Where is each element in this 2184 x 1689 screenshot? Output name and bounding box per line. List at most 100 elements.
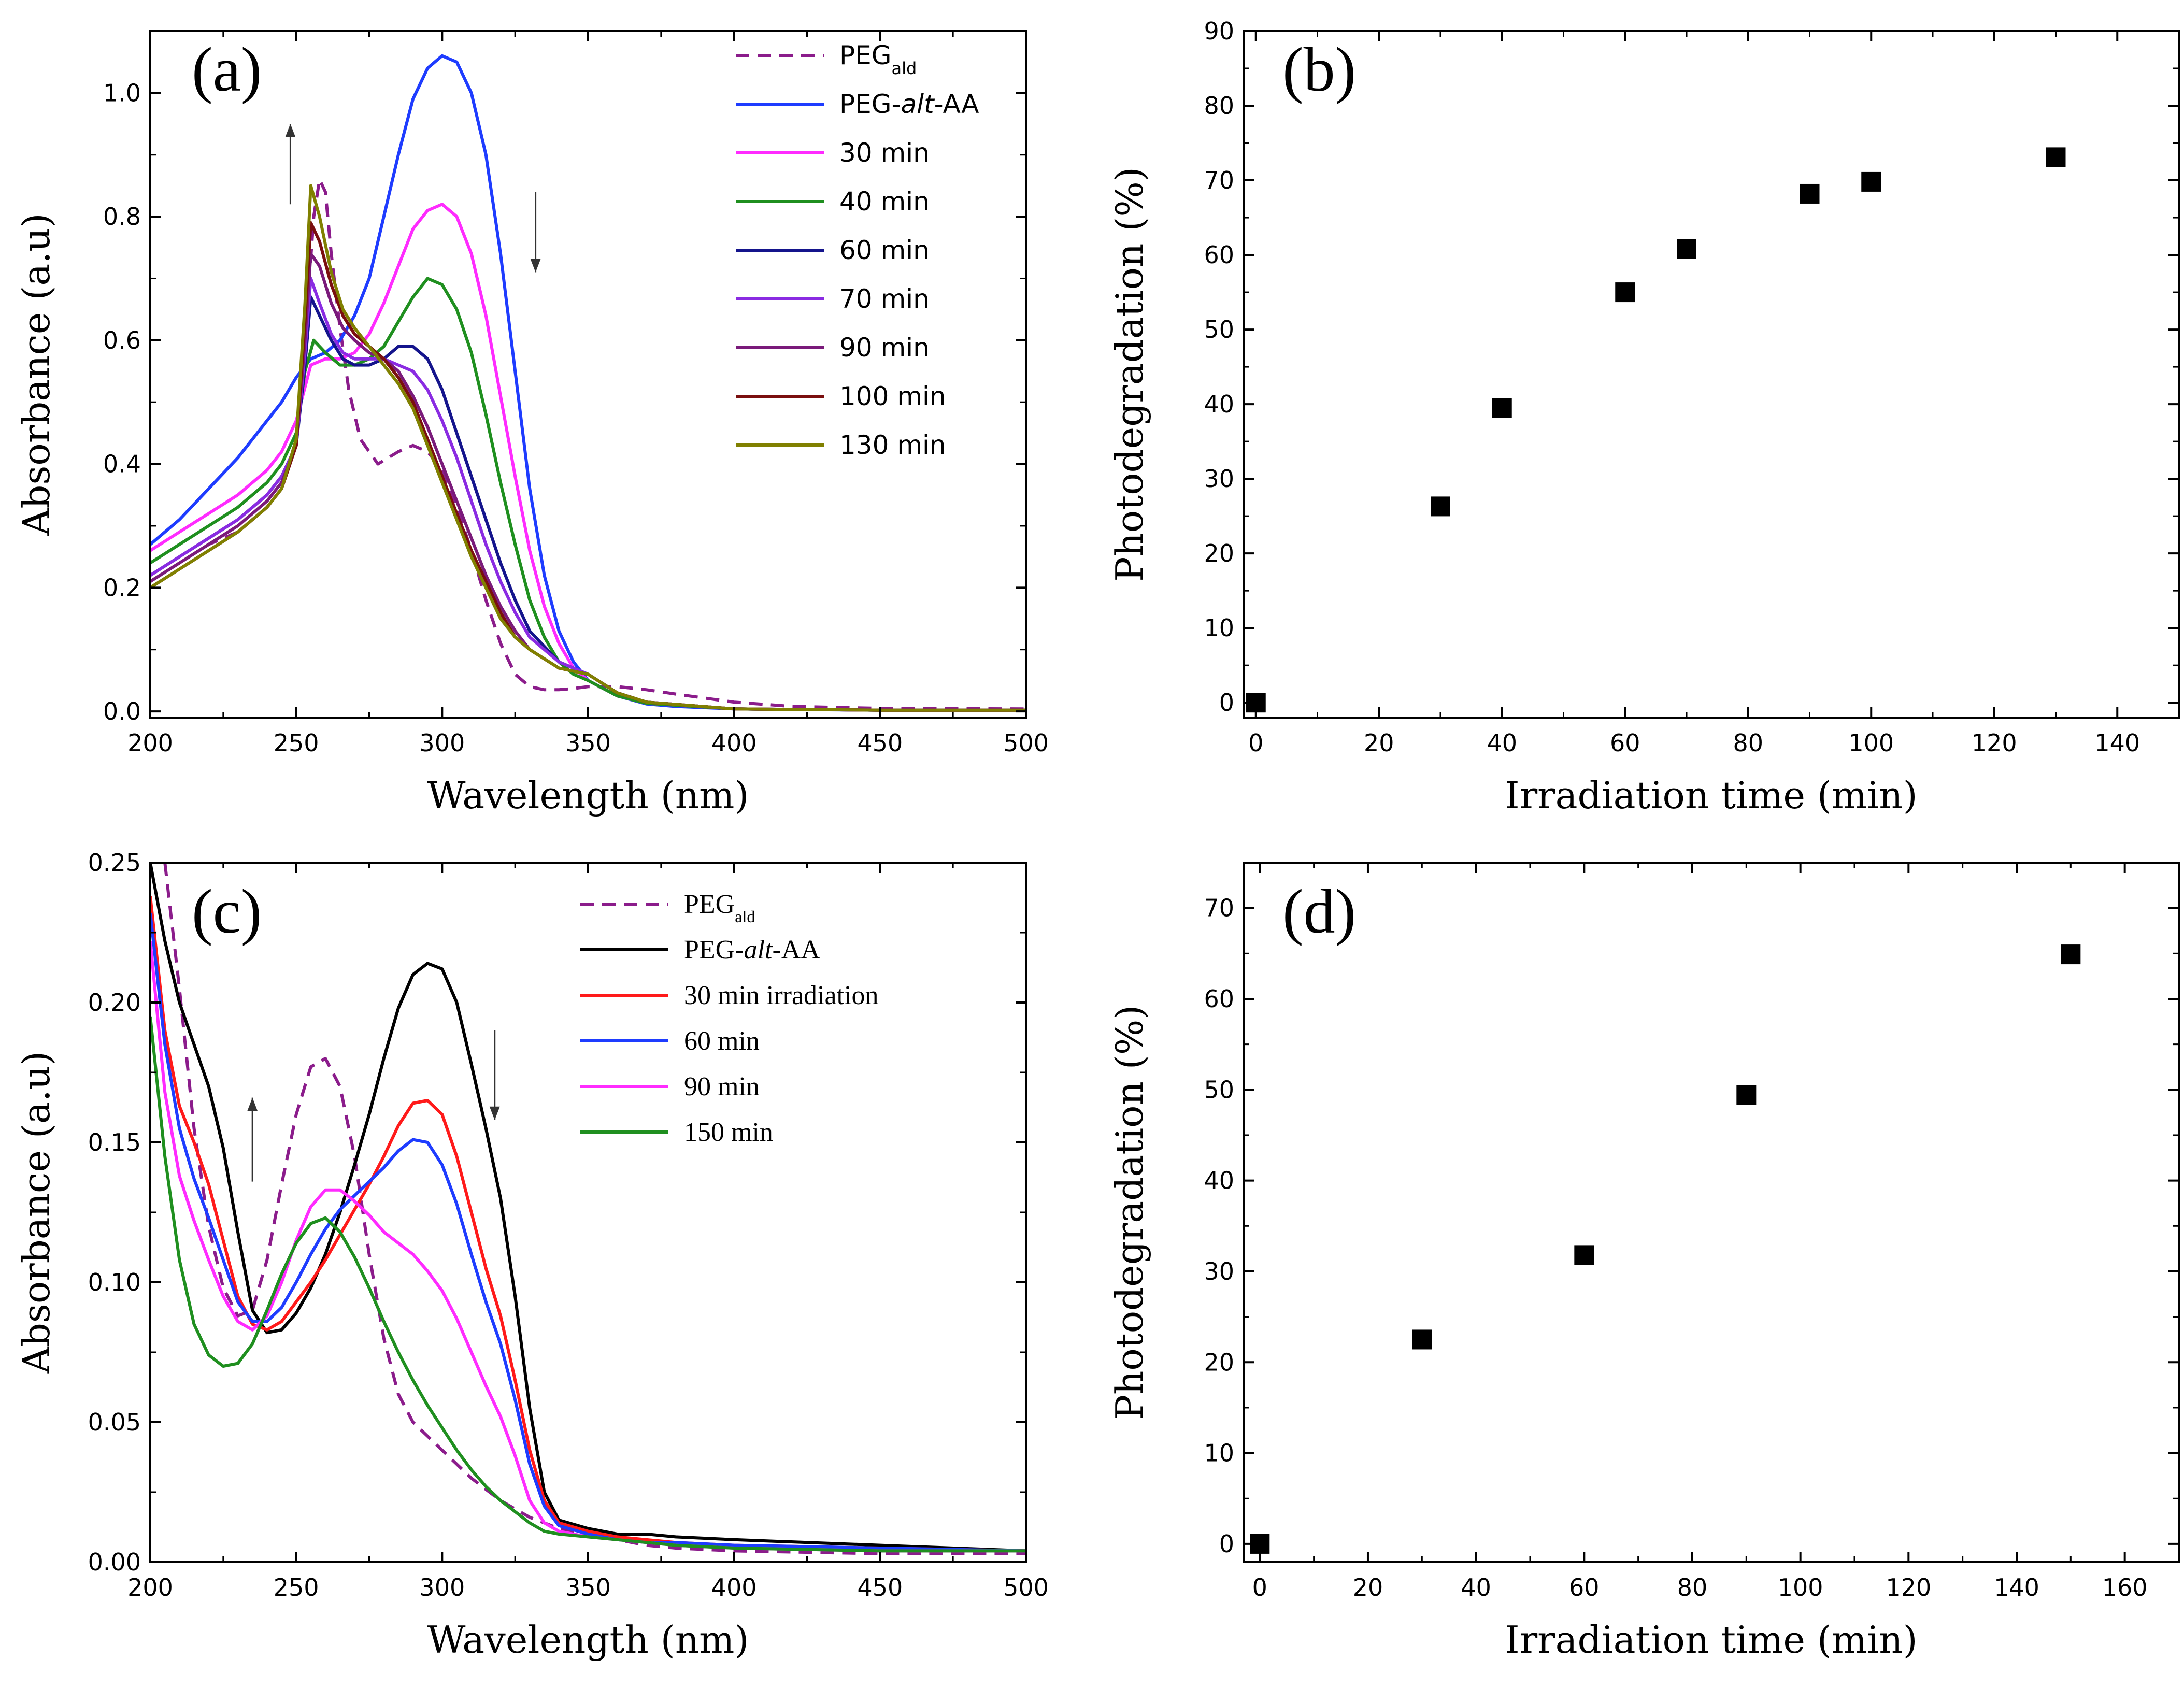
- series-line-5: [150, 1016, 1026, 1553]
- trend-arrow-head: [489, 1106, 500, 1120]
- legend-label-5: 150 min: [684, 1118, 773, 1147]
- y-tick-label: 60: [1204, 985, 1234, 1013]
- x-axis-title: Irradiation time (min): [1505, 1618, 1917, 1662]
- series-line-4: [150, 940, 1026, 1553]
- x-axis-title: Wavelength (nm): [427, 1618, 749, 1662]
- x-tick-label: 400: [711, 729, 757, 757]
- y-tick-label: 30: [1204, 465, 1234, 493]
- trend-arrow-head: [247, 1097, 258, 1111]
- panel-label: (c): [192, 877, 262, 947]
- panel-a-chart: 200 250 300 350 400 450 500 0.0 0.2 0.4 0.6 0.8 1.0 W…: [15, 30, 1049, 817]
- x-axis-title: Wavelength (nm): [427, 774, 749, 817]
- y-tick-label: 0.00: [88, 1548, 141, 1576]
- y-tick-label: 70: [1204, 166, 1234, 194]
- data-point: [1246, 693, 1266, 713]
- series-lines: [150, 863, 1026, 1555]
- x-tick-label: 250: [274, 729, 319, 757]
- y-axis-title: Absorbance (a.u): [15, 213, 58, 536]
- x-tick-label: 250: [274, 1573, 319, 1601]
- y-tick-label: 0.4: [103, 450, 141, 478]
- x-tick-label: 350: [565, 1573, 611, 1601]
- legend-label-3: 60 min: [684, 1026, 760, 1056]
- data-point: [2061, 944, 2081, 965]
- panel-b-chart: 0 20 40 60 80 100 120 140 0 10 20 30 40 50 60 70 80 90 Irr…: [1108, 17, 2180, 817]
- x-tick-label: 160: [2102, 1573, 2148, 1601]
- y-tick-label: 0.6: [103, 326, 141, 354]
- legend: PEGald PEG-alt-AA 30 min 40 min 60 min 70 min…: [736, 40, 979, 460]
- legend-label-0: PEGald: [684, 890, 755, 926]
- x-tick-label: 200: [127, 729, 173, 757]
- x-tick-label: 450: [857, 1573, 903, 1601]
- y-tick-label: 0.20: [88, 989, 141, 1017]
- data-point: [1861, 171, 1881, 192]
- panel-label: (d): [1282, 877, 1356, 947]
- panel-label: (b): [1282, 35, 1356, 105]
- data-point: [1492, 398, 1512, 418]
- panel-label: (a): [192, 35, 262, 105]
- x-tick-label: 300: [419, 1573, 465, 1601]
- y-tick-label: 0.8: [103, 203, 141, 231]
- x-tick-label: 100: [1778, 1573, 1823, 1601]
- legend-label-1: PEG-alt-AA: [839, 89, 979, 119]
- series-line-0: [163, 863, 1026, 1555]
- x-tick-label: 500: [1003, 729, 1049, 757]
- x-tick-label: 350: [565, 729, 611, 757]
- x-tick-label: 40: [1461, 1573, 1491, 1601]
- legend-label-6: 90 min: [839, 333, 930, 363]
- x-tick-label: 300: [419, 729, 465, 757]
- x-tick-label: 140: [1994, 1573, 2039, 1601]
- y-tick-label: 0.15: [88, 1128, 141, 1156]
- legend: PEGald PEG-alt-AA 30 min irradiation 60 min…: [580, 890, 878, 1147]
- data-point: [1574, 1245, 1594, 1265]
- x-tick-label: 40: [1487, 729, 1517, 757]
- y-tick-label: 0.2: [103, 574, 141, 602]
- y-axis-title: Photodegradation (%): [1108, 1005, 1151, 1420]
- panel-c-chart: 200 250 300 350 400 450 500 0.00 0.05 0.10 0.15 0.2…: [15, 849, 1049, 1662]
- x-tick-label: 60: [1569, 1573, 1600, 1601]
- y-tick-label: 1.0: [103, 79, 141, 107]
- legend-label-4: 90 min: [684, 1072, 760, 1101]
- x-tick-label: 100: [1848, 729, 1894, 757]
- y-tick-label: 0: [1219, 689, 1234, 717]
- data-point: [1431, 496, 1450, 517]
- series-line-1: [150, 863, 1026, 1553]
- y-tick-label: 50: [1204, 316, 1234, 343]
- y-tick-label: 0: [1219, 1530, 1234, 1558]
- y-tick-label: 30: [1204, 1257, 1234, 1285]
- series-line-3: [150, 277, 1026, 712]
- x-tick-label: 140: [2094, 729, 2140, 757]
- y-tick-label: 0.25: [88, 849, 141, 877]
- legend-label-4: 60 min: [839, 235, 930, 265]
- y-tick-label: 0.10: [88, 1268, 141, 1296]
- legend-label-3: 40 min: [839, 187, 930, 217]
- data-point: [1736, 1085, 1757, 1105]
- y-tick-label: 40: [1204, 1167, 1234, 1195]
- series-line-6: [150, 252, 1026, 712]
- x-tick-label: 80: [1733, 729, 1763, 757]
- y-tick-label: 10: [1204, 614, 1234, 642]
- y-tick-label: 70: [1204, 894, 1234, 922]
- legend-label-2: 30 min: [839, 138, 930, 168]
- legend-label-2: 30 min irradiation: [684, 981, 878, 1010]
- plot-frame: [149, 862, 1027, 1563]
- legend-label-1: PEG-alt-AA: [684, 935, 820, 965]
- x-tick-label: 120: [1886, 1573, 1931, 1601]
- y-tick-label: 50: [1204, 1076, 1234, 1104]
- x-tick-label: 20: [1364, 729, 1394, 757]
- x-tick-label: 80: [1677, 1573, 1708, 1601]
- data-point: [1412, 1329, 1432, 1350]
- y-tick-label: 0.05: [88, 1408, 141, 1436]
- x-tick-label: 450: [857, 729, 903, 757]
- x-tick-label: 500: [1003, 1573, 1049, 1601]
- y-tick-label: 10: [1204, 1439, 1234, 1467]
- series-lines: [150, 54, 1026, 712]
- data-point: [1677, 239, 1696, 259]
- y-tick-label: 90: [1204, 17, 1234, 45]
- legend-label-5: 70 min: [839, 284, 930, 314]
- plot-frame: [1243, 862, 2180, 1563]
- y-tick-label: 80: [1204, 92, 1234, 120]
- x-tick-label: 0: [1252, 1573, 1267, 1601]
- x-tick-label: 60: [1610, 729, 1640, 757]
- panel-d-chart: 0 20 40 60 80 100 120 140 160 0 10 20 30 40 50 60 70 Irra…: [1108, 862, 2180, 1662]
- data-point: [2046, 147, 2066, 167]
